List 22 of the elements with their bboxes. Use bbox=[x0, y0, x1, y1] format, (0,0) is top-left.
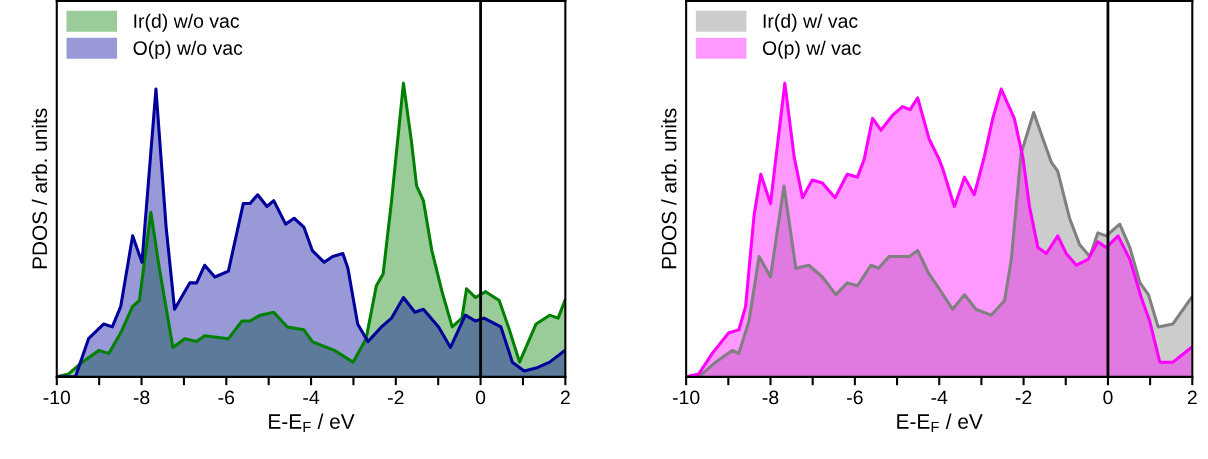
x-tick-label: -10 bbox=[672, 390, 700, 405]
x-tick-label: 0 bbox=[1103, 390, 1113, 405]
x-axis-title: E-E$_{F}$ / eV bbox=[897, 413, 983, 432]
x-tick-label: -4 bbox=[931, 390, 948, 405]
y-axis-title: PDOS / arb. units bbox=[31, 108, 48, 269]
x-tick-label: -6 bbox=[218, 390, 235, 405]
x-tick-label: 2 bbox=[1187, 390, 1197, 405]
x-tick-label: -8 bbox=[762, 390, 779, 405]
x-tick-label: -4 bbox=[303, 390, 320, 405]
legend-label: Ir(d) w/ vac bbox=[763, 13, 858, 32]
legend-label: O(p) w/o vac bbox=[133, 40, 243, 59]
legend-label: Ir(d) w/o vac bbox=[134, 13, 240, 32]
x-tick-label: -8 bbox=[133, 390, 150, 405]
x-tick-label: 2 bbox=[560, 390, 570, 405]
x-tick-label: -2 bbox=[388, 390, 404, 405]
y-axis-title: PDOS / arb. units bbox=[661, 108, 677, 269]
legend-label: O(p) w/ vac bbox=[762, 40, 861, 59]
x-tick-label: 0 bbox=[475, 390, 486, 405]
x-tick-label: -6 bbox=[847, 390, 863, 405]
x-axis-title: E-E$_{F}$ / eV bbox=[269, 413, 355, 432]
x-tick-label: -2 bbox=[1015, 390, 1032, 405]
x-tick-label: -10 bbox=[43, 390, 71, 405]
